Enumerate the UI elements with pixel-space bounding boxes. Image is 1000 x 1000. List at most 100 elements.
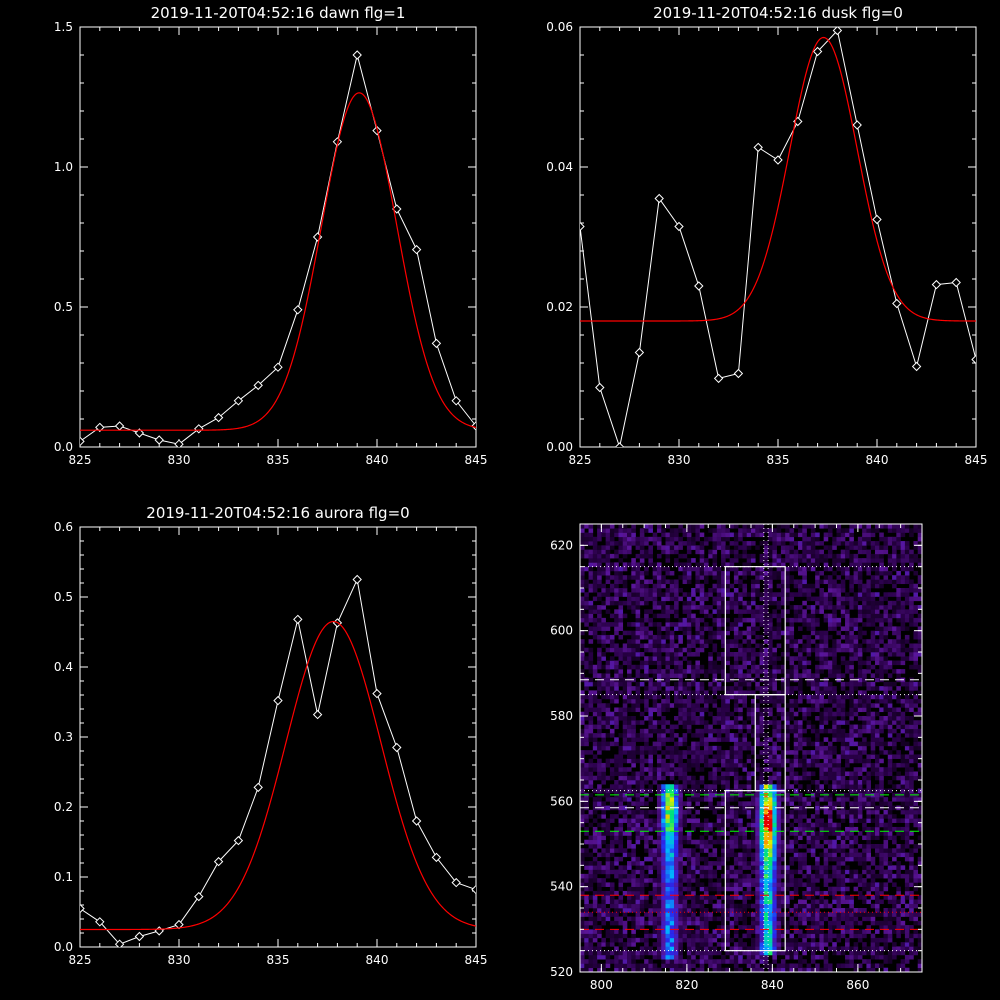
heatmap-cell [806,831,812,836]
heatmap-cell [733,852,739,858]
heatmap-cell [674,771,679,777]
heatmap-cell [712,630,718,636]
heatmap-cell [827,805,833,811]
heatmap-cell [721,605,726,610]
heatmap-cell [729,605,735,610]
heatmap-cell [691,617,696,623]
heatmap-cell [648,750,653,755]
heatmap-cell [609,643,615,649]
heatmap-cell [644,809,649,815]
heatmap-cell [652,652,658,657]
heatmap-cell [691,916,696,922]
heatmap-cell [597,728,602,734]
heatmap-cell [703,541,709,546]
heatmap-cell [819,788,824,794]
heatmap-cell [815,669,820,674]
heatmap-cell [742,835,748,841]
heatmap-cell [652,720,658,725]
heatmap-cell [691,703,696,708]
heatmap-cell [798,861,803,866]
heatmap-cell [725,805,730,811]
heatmap-cell [815,839,820,845]
heatmap-cell [810,950,816,956]
heatmap-cell [712,758,718,764]
heatmap-cell [725,754,730,759]
heatmap-cell [703,925,709,930]
heatmap-cell [588,822,594,828]
heatmap-cell [725,707,730,713]
heatmap-cell [708,861,713,866]
heatmap-cell [644,895,649,900]
heatmap-cell [678,711,683,717]
heatmap-cell [827,865,833,870]
heatmap-cell [665,925,671,930]
heatmap-cell [738,873,743,879]
heatmap-cell [686,865,692,870]
heatmap-cell [592,605,598,610]
heatmap-cell [802,750,807,755]
heatmap-cell [614,839,619,845]
heatmap-cell [622,903,628,909]
heatmap-cell [665,579,671,585]
heatmap-cell [592,861,598,866]
heatmap-cell [682,570,688,576]
heatmap-cell [780,869,786,875]
heatmap-cell [789,669,795,674]
heatmap-cell [648,728,653,734]
heatmap-cell [806,588,812,593]
heatmap-cell [780,524,786,529]
heatmap-cell [733,536,739,542]
heatmap-cell [721,545,726,550]
heatmap-cell [622,690,628,695]
heatmap-cell [648,609,653,614]
heatmap-cell [661,839,666,845]
heatmap-cell [614,553,619,559]
heatmap-cell [810,912,816,917]
heatmap-cell [703,579,709,585]
heatmap-cell [827,848,833,853]
heatmap-cell [584,622,589,627]
heatmap-cell [798,797,803,802]
heatmap-cell [733,745,739,751]
heatmap-cell [780,809,786,815]
heatmap-cell [622,698,628,704]
heatmap-cell [656,950,662,956]
heatmap-cell [780,835,786,841]
heatmap-cell [652,890,658,896]
heatmap-cell [768,707,773,713]
heatmap-cell [686,916,692,922]
heatmap-cell [793,920,799,926]
heatmap-cell [729,711,735,717]
heatmap-cell [627,758,632,764]
heatmap-cell [695,758,700,764]
heatmap-cell [691,818,696,823]
heatmap-cell [605,532,611,538]
heatmap-cell [798,728,803,734]
heatmap-cell [592,954,598,960]
heatmap-cell [733,524,739,529]
heatmap-cell [712,669,718,674]
heatmap-cell [669,592,675,597]
heatmap-cell [656,797,662,802]
heatmap-cell [721,780,726,785]
heatmap-cell [584,707,589,713]
heatmap-cell [738,775,743,781]
heatmap-cell [635,698,641,704]
data-point [134,931,145,942]
heatmap-cell [699,844,705,849]
heatmap-cell [695,920,700,926]
heatmap-cell [815,908,820,913]
heatmap-cell [661,933,666,939]
heatmap-cell [806,775,812,781]
heatmap-cell [763,741,769,747]
heatmap-cell [733,566,739,572]
heatmap-cell [597,844,602,849]
heatmap-cell [776,925,782,930]
heatmap-cell [725,899,730,905]
heatmap-cell [703,724,709,730]
heatmap-cell [759,929,765,934]
heatmap-cell [776,882,782,887]
heatmap-cell [708,592,713,597]
heatmap-cell [580,754,585,759]
heatmap-cell [631,822,636,828]
